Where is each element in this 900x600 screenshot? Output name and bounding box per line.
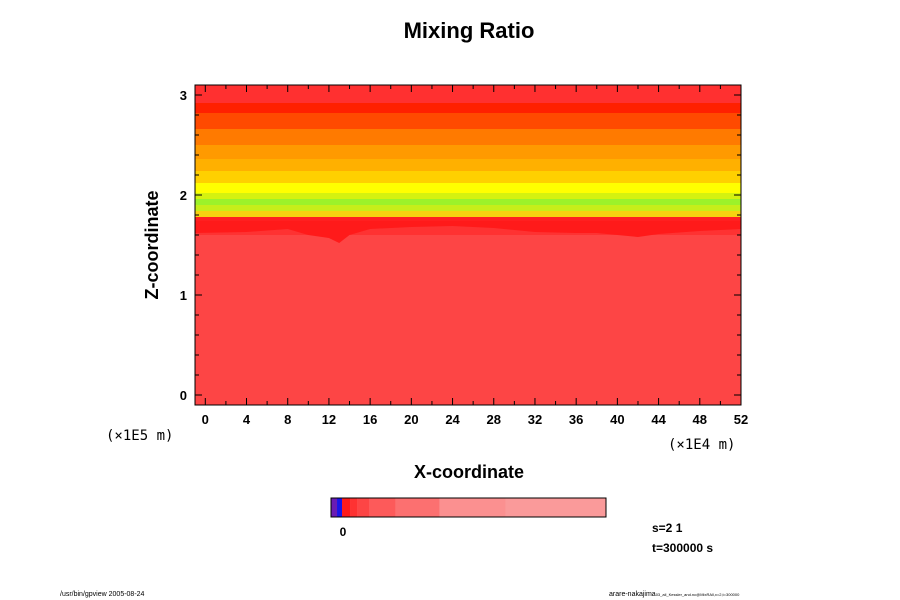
x-tick-label: 32	[528, 412, 542, 427]
field-layer-4	[195, 205, 741, 211]
field-layer-13	[195, 103, 741, 113]
x-tick-label: 12	[322, 412, 336, 427]
plot-area	[194, 84, 742, 406]
y-tick-label: 0	[180, 388, 187, 403]
field-layer-8	[195, 171, 741, 183]
x-tick-label: 48	[693, 412, 707, 427]
colorbar-segment	[395, 498, 440, 517]
x-tick-label: 40	[610, 412, 624, 427]
field-layer-5	[195, 199, 741, 205]
x-axis-label: X-coordinate	[414, 462, 524, 482]
x-tick-label: 36	[569, 412, 583, 427]
field-layer-2	[195, 217, 741, 223]
x-unit-label: (×1E4 m)	[668, 437, 735, 453]
footer-right-small: 03_ail_Kessler_and.nc@MixRAll,x=2,t=3000…	[656, 592, 740, 597]
x-tick-label: 0	[202, 412, 209, 427]
footer-right-main: arare-nakajima	[609, 591, 656, 598]
x-tick-label: 44	[651, 412, 666, 427]
field-layer-0	[195, 235, 741, 405]
step-annotation: s=2 1	[652, 521, 683, 535]
colorbar-tick-label: 0	[340, 525, 347, 539]
x-tick-label: 16	[363, 412, 377, 427]
field-layer-10	[195, 145, 741, 159]
x-tick-label: 52	[734, 412, 748, 427]
field-layer-7	[195, 183, 741, 193]
colorbar-segment	[331, 498, 338, 517]
y-tick-label: 3	[180, 88, 187, 103]
colorbar-segment	[337, 498, 343, 517]
colorbar-frame	[330, 497, 607, 518]
x-tick-labels: 0 4 8 12 16 20 24 28 32 36 40 44 48 52	[202, 412, 749, 427]
y-tick-labels: 0 1 2 3	[180, 88, 187, 403]
y-unit-label: (×1E5 m)	[106, 428, 173, 444]
field-layer-6	[195, 193, 741, 199]
y-axis-label: Z-coordinate	[142, 190, 162, 299]
colorbar	[331, 498, 607, 517]
colorbar-segment	[350, 498, 358, 517]
field-layer-12	[195, 113, 741, 129]
y-tick-label: 1	[180, 288, 187, 303]
footer-left: /usr/bin/gpview 2005-08-24	[60, 591, 145, 598]
colorbar-segment	[505, 498, 607, 517]
colorbar-segment	[439, 498, 506, 517]
axis-ticks	[195, 85, 742, 405]
x-tick-label: 24	[445, 412, 460, 427]
y-tick-label: 2	[180, 188, 187, 203]
field-layer-3	[195, 211, 741, 217]
x-tick-label: 8	[284, 412, 291, 427]
interface-band	[195, 221, 741, 243]
field-layer-11	[195, 129, 741, 145]
colorbar-segment	[369, 498, 396, 517]
plot-frame	[194, 84, 742, 406]
x-tick-label: 28	[487, 412, 501, 427]
chart-title: Mixing Ratio	[404, 18, 535, 43]
colorbar-segment	[357, 498, 370, 517]
x-tick-label: 4	[243, 412, 251, 427]
colorbar-segment	[342, 498, 351, 517]
x-tick-label: 20	[404, 412, 418, 427]
field-layer-14	[195, 85, 741, 103]
footer-right: arare-nakajima03_ail_Kessler_and.nc@MixR…	[609, 591, 740, 598]
time-annotation: t=300000 s	[652, 541, 713, 555]
field-layer-9	[195, 159, 741, 171]
